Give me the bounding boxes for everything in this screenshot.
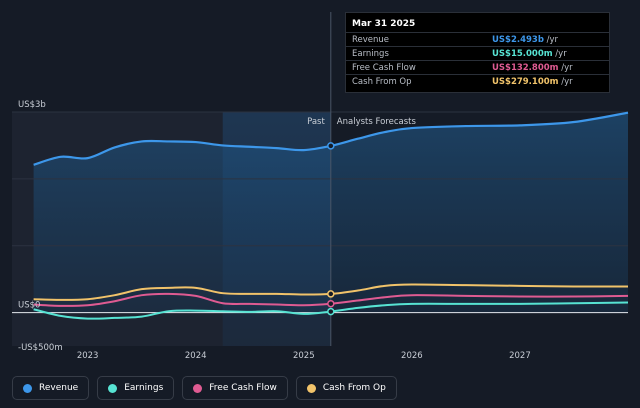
tooltip-row-earnings: Earnings US$15.000m /yr: [346, 46, 609, 60]
data-tooltip: Mar 31 2025 Revenue US$2.493b /yr Earnin…: [345, 12, 610, 93]
tooltip-label: Revenue: [352, 35, 390, 45]
legend-label: Earnings: [124, 383, 164, 393]
fcf-line: [33, 292, 629, 307]
past-label: Past: [307, 117, 325, 127]
chart-series: [33, 111, 629, 320]
tooltip-date: Mar 31 2025: [352, 19, 416, 29]
legend-dot: [108, 383, 118, 393]
tooltip-value: US$132.800m /yr: [492, 63, 573, 73]
tooltip-label: Cash From Op: [352, 77, 412, 87]
chart-labels: US$3b US$0 -US$500m 2023 2024 2025 2026 2027 Pas…: [18, 100, 531, 361]
revenue-marker: [327, 142, 335, 150]
legend-dot: [306, 383, 316, 393]
x-tick-label: 2027: [509, 351, 531, 361]
tooltip-value: US$15.000m /yr: [492, 49, 567, 59]
legend-item-earnings[interactable]: Earnings: [97, 376, 175, 400]
x-tick-label: 2023: [77, 351, 99, 361]
legend-item-cash-from-op[interactable]: Cash From Op: [295, 376, 397, 400]
legend-dot: [193, 383, 203, 393]
tooltip-value: US$279.100m /yr: [492, 77, 573, 87]
fcf-marker: [327, 299, 335, 308]
tooltip-value: US$2.493b /yr: [492, 35, 559, 45]
x-tick-label: 2024: [185, 351, 207, 361]
legend-item-revenue[interactable]: Revenue: [12, 376, 90, 400]
legend-item-free-cash-flow[interactable]: Free Cash Flow: [182, 376, 288, 400]
x-tick-label: 2025: [293, 351, 315, 361]
highlight-band: [222, 112, 331, 346]
legend-label: Revenue: [39, 383, 79, 393]
revenue-line: [33, 111, 629, 166]
x-tick-label: 2026: [401, 351, 423, 361]
y-tick-label: US$0: [18, 301, 40, 311]
y-tick-label: US$3b: [18, 100, 46, 110]
chart-markers: [327, 142, 335, 316]
forecast-label: Analysts Forecasts: [337, 117, 417, 127]
chart-legend: Revenue Earnings Free Cash Flow Cash Fro…: [12, 376, 397, 400]
legend-label: Cash From Op: [322, 383, 386, 393]
y-tick-label: -US$500m: [18, 343, 63, 353]
tooltip-label: Earnings: [352, 49, 389, 59]
tooltip-label: Free Cash Flow: [352, 63, 416, 73]
earnings-line: [33, 301, 629, 320]
cfo-line: [33, 283, 629, 301]
legend-label: Free Cash Flow: [209, 383, 277, 393]
tooltip-row-fcf: Free Cash Flow US$132.800m /yr: [346, 60, 609, 74]
cfo-marker: [327, 290, 335, 298]
tooltip-row-cfo: Cash From Op US$279.100m /yr: [346, 74, 609, 88]
tooltip-row-revenue: Revenue US$2.493b /yr: [346, 32, 609, 46]
legend-dot: [23, 383, 32, 393]
earnings-marker: [327, 307, 335, 316]
